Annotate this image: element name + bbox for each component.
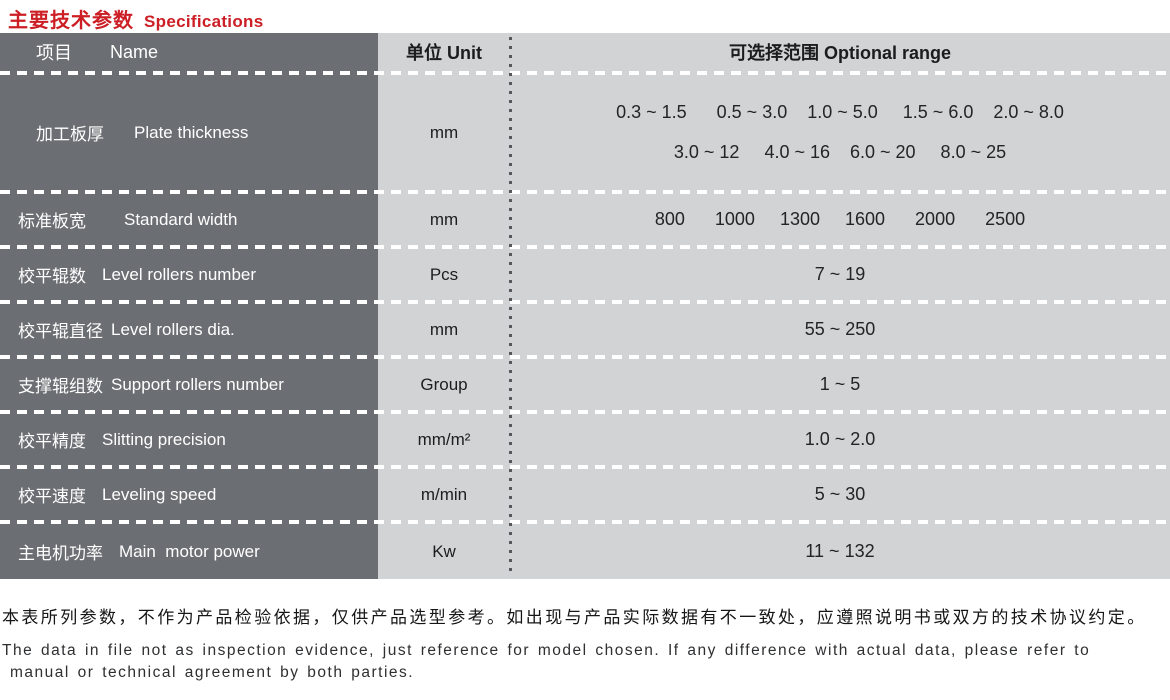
row-unit-cell: mm [429,122,459,142]
row-name-en: Leveling speed [102,484,217,504]
row-divider [0,300,1170,304]
header-name-cell: 项目 Name [0,33,378,71]
table-row-support-rollers-number: 支撑辊组数 Support rollers number Group 1 ~ 5 [0,359,1170,410]
row-unit-cell: mm [429,209,459,229]
row-name-en: Slitting precision [102,429,226,449]
footnote-en: The data in file not as inspection evide… [2,640,1168,685]
page-title-zh: 主要技术参数 [8,10,134,32]
column-divider-dotted [509,37,512,575]
row-divider [0,520,1170,524]
row-divider [0,410,1170,414]
row-range-cell: 55 ~ 250 [804,319,876,339]
row-name-zh: 校平精度 [18,432,86,451]
row-name-en: Standard width [124,209,238,229]
row-name-zh: 支撑辊组数 [18,377,103,396]
row-name-zh: 校平辊直径 [18,322,103,341]
row-name-en: Level rollers number [102,264,257,284]
range-line-1: 0.3 ~ 1.5 0.5 ~ 3.0 1.0 ~ 5.0 1.5 ~ 6.0 … [616,102,1064,122]
header-range-cell: 可选择范围 Optional range [728,43,951,63]
row-divider [0,245,1170,249]
page-title-en: Specifications [144,12,264,31]
row-name-cell: 校平精度 Slitting precision [0,414,378,465]
row-divider [0,190,1170,194]
row-name-zh: 主电机功率 [18,544,103,563]
range-line-2: 3.0 ~ 12 4.0 ~ 16 6.0 ~ 20 8.0 ~ 25 [673,142,1007,162]
row-name-cell: 校平速度 Leveling speed [0,469,378,520]
row-name-cell: 校平辊数 Level rollers number [0,249,378,300]
row-name-en: Support rollers number [111,374,284,394]
header-name-en: Name [110,41,159,62]
row-name-zh: 加工板厚 [36,125,104,144]
table-row-main-motor-power: 主电机功率 Main motor power Kw 11 ~ 132 [0,524,1170,579]
table-header-row: 项目 Name 单位 Unit 可选择范围 Optional range [0,33,1170,71]
table-row-plate-thickness: 加工板厚 Plate thickness mm 0.3 ~ 1.5 0.5 ~ … [0,75,1170,190]
row-name-cell: 支撑辊组数 Support rollers number [0,359,378,410]
row-range-cell: 0.3 ~ 1.5 0.5 ~ 3.0 1.0 ~ 5.0 1.5 ~ 6.0 … [510,75,1170,190]
row-divider [0,71,1170,75]
row-name-cell: 标准板宽 Standard width [0,194,378,245]
row-range-cell: 5 ~ 30 [814,484,866,504]
table-row-standard-width: 标准板宽 Standard width mm 800 1000 1300 160… [0,194,1170,245]
table-row-level-rollers-number: 校平辊数 Level rollers number Pcs 7 ~ 19 [0,249,1170,300]
row-unit-cell: m/min [420,484,468,504]
row-unit-cell: Kw [432,541,456,561]
row-range-cell: 800 1000 1300 1600 2000 2500 [654,209,1026,229]
row-range-cell: 1.0 ~ 2.0 [804,429,876,449]
header-unit-cell: 单位 Unit [406,43,482,63]
row-name-zh: 校平辊数 [18,267,86,286]
row-name-en: Plate thickness [134,122,249,142]
row-range-cell: 11 ~ 132 [805,541,875,561]
row-range-cell: 7 ~ 19 [814,264,866,284]
row-unit-cell: mm [429,319,459,339]
footnote-zh: 本表所列参数，不作为产品检验依据，仅供产品选型参考。如出现与产品实际数据有不一致… [2,608,1147,627]
row-unit-cell: mm/m² [417,429,471,449]
row-range-cell: 1 ~ 5 [819,374,861,394]
footnote-en-line1: The data in file not as inspection evide… [2,642,1091,659]
specifications-table: 项目 Name 单位 Unit 可选择范围 Optional range 加工板… [0,33,1170,579]
row-name-zh: 校平速度 [18,487,86,506]
footnote-en-line2: manual or technical agreement by both pa… [10,664,415,682]
row-name-en: Level rollers dia. [111,319,235,339]
row-divider [0,355,1170,359]
row-divider [0,465,1170,469]
row-unit-cell: Pcs [429,264,459,284]
footnote: 本表所列参数，不作为产品检验依据，仅供产品选型参考。如出现与产品实际数据有不一致… [0,579,1170,685]
row-name-cell: 主电机功率 Main motor power [0,524,378,579]
header-name-zh: 项目 [36,43,72,63]
table-row-level-rollers-dia: 校平辊直径 Level rollers dia. mm 55 ~ 250 [0,304,1170,355]
table-row-slitting-precision: 校平精度 Slitting precision mm/m² 1.0 ~ 2.0 [0,414,1170,465]
row-name-cell: 加工板厚 Plate thickness [0,75,378,190]
row-name-en: Main motor power [119,541,260,561]
table-row-leveling-speed: 校平速度 Leveling speed m/min 5 ~ 30 [0,469,1170,520]
row-name-zh: 标准板宽 [18,212,86,231]
row-unit-cell: Group [420,374,468,394]
page-title: 主要技术参数 Specifications [0,0,1170,33]
row-name-cell: 校平辊直径 Level rollers dia. [0,304,378,355]
